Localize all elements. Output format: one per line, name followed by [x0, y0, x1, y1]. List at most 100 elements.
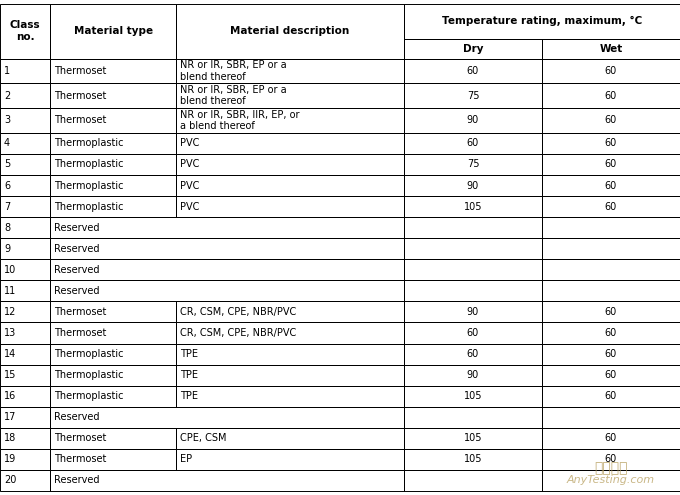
Text: 60: 60: [605, 181, 617, 191]
Bar: [404, 83, 542, 108]
Bar: [50, 407, 404, 428]
Bar: [542, 58, 680, 83]
Bar: [0, 470, 50, 491]
Bar: [404, 238, 542, 259]
Text: EP: EP: [180, 454, 192, 464]
Bar: [404, 470, 542, 491]
Bar: [50, 154, 176, 175]
Bar: [404, 175, 542, 196]
Bar: [0, 449, 50, 470]
Bar: [176, 428, 404, 449]
Bar: [0, 428, 50, 449]
Text: 105: 105: [464, 454, 482, 464]
Bar: [176, 83, 404, 108]
Bar: [50, 217, 404, 238]
Bar: [404, 108, 542, 133]
Bar: [404, 58, 542, 83]
Bar: [404, 344, 542, 365]
Bar: [542, 449, 680, 470]
Bar: [176, 322, 404, 344]
Text: Reserved: Reserved: [54, 412, 100, 422]
Bar: [0, 365, 50, 386]
Bar: [404, 133, 542, 154]
Text: Thermoset: Thermoset: [54, 328, 107, 338]
Text: 60: 60: [466, 139, 479, 148]
Bar: [50, 322, 176, 344]
Bar: [50, 259, 404, 280]
Text: PVC: PVC: [180, 139, 199, 148]
Bar: [50, 83, 176, 108]
Bar: [176, 386, 404, 407]
Bar: [404, 449, 542, 470]
Text: 12: 12: [4, 307, 16, 317]
Text: Reserved: Reserved: [54, 244, 100, 254]
Text: Thermoplastic: Thermoplastic: [54, 201, 124, 211]
Text: 15: 15: [4, 370, 16, 380]
Bar: [50, 365, 176, 386]
Bar: [50, 108, 176, 133]
Text: 19: 19: [4, 454, 16, 464]
Text: 60: 60: [605, 307, 617, 317]
Bar: [0, 83, 50, 108]
Text: TPE: TPE: [180, 349, 198, 359]
Bar: [542, 470, 680, 491]
Text: Reserved: Reserved: [54, 476, 100, 486]
Bar: [176, 365, 404, 386]
Text: 60: 60: [466, 349, 479, 359]
Text: NR or IR, SBR, EP or a
blend thereof: NR or IR, SBR, EP or a blend thereof: [180, 60, 287, 82]
Text: 60: 60: [605, 201, 617, 211]
Bar: [542, 301, 680, 322]
Text: PVC: PVC: [180, 201, 199, 211]
Text: 75: 75: [466, 159, 479, 169]
Text: 8: 8: [4, 223, 10, 233]
Text: Thermoplastic: Thermoplastic: [54, 391, 124, 401]
Bar: [50, 344, 176, 365]
Text: Reserved: Reserved: [54, 223, 100, 233]
Text: TPE: TPE: [180, 391, 198, 401]
Bar: [50, 470, 404, 491]
Text: NR or IR, SBR, IIR, EP, or
a blend thereof: NR or IR, SBR, IIR, EP, or a blend there…: [180, 110, 300, 131]
Text: 60: 60: [466, 328, 479, 338]
Text: 105: 105: [464, 433, 482, 444]
Text: 60: 60: [466, 66, 479, 76]
Bar: [542, 280, 680, 301]
Bar: [542, 407, 680, 428]
Bar: [50, 301, 176, 322]
Text: 16: 16: [4, 391, 16, 401]
Text: 17: 17: [4, 412, 16, 422]
Text: 3: 3: [4, 115, 10, 126]
Text: 60: 60: [605, 454, 617, 464]
Text: Thermoset: Thermoset: [54, 307, 107, 317]
Bar: [542, 108, 680, 133]
Text: Thermoset: Thermoset: [54, 91, 107, 100]
Text: 60: 60: [605, 66, 617, 76]
Bar: [404, 407, 542, 428]
Text: 20: 20: [4, 476, 16, 486]
Text: CR, CSM, CPE, NBR/PVC: CR, CSM, CPE, NBR/PVC: [180, 307, 296, 317]
Bar: [176, 4, 404, 58]
Bar: [542, 259, 680, 280]
Bar: [50, 449, 176, 470]
Text: 14: 14: [4, 349, 16, 359]
Text: Class
no.: Class no.: [10, 20, 41, 42]
Bar: [176, 175, 404, 196]
Text: Temperature rating, maximum, °C: Temperature rating, maximum, °C: [442, 16, 642, 26]
Text: 2: 2: [4, 91, 10, 100]
Bar: [404, 365, 542, 386]
Text: Thermoset: Thermoset: [54, 115, 107, 126]
Text: Reserved: Reserved: [54, 286, 100, 296]
Bar: [176, 108, 404, 133]
Text: 60: 60: [605, 159, 617, 169]
Bar: [542, 238, 680, 259]
Bar: [404, 217, 542, 238]
Bar: [176, 301, 404, 322]
Text: Material description: Material description: [231, 26, 350, 36]
Bar: [50, 4, 176, 58]
Bar: [176, 196, 404, 217]
Text: NR or IR, SBR, EP or a
blend thereof: NR or IR, SBR, EP or a blend thereof: [180, 85, 287, 106]
Bar: [176, 154, 404, 175]
Text: Thermoplastic: Thermoplastic: [54, 159, 124, 169]
Text: 10: 10: [4, 265, 16, 275]
Bar: [404, 196, 542, 217]
Bar: [542, 154, 680, 175]
